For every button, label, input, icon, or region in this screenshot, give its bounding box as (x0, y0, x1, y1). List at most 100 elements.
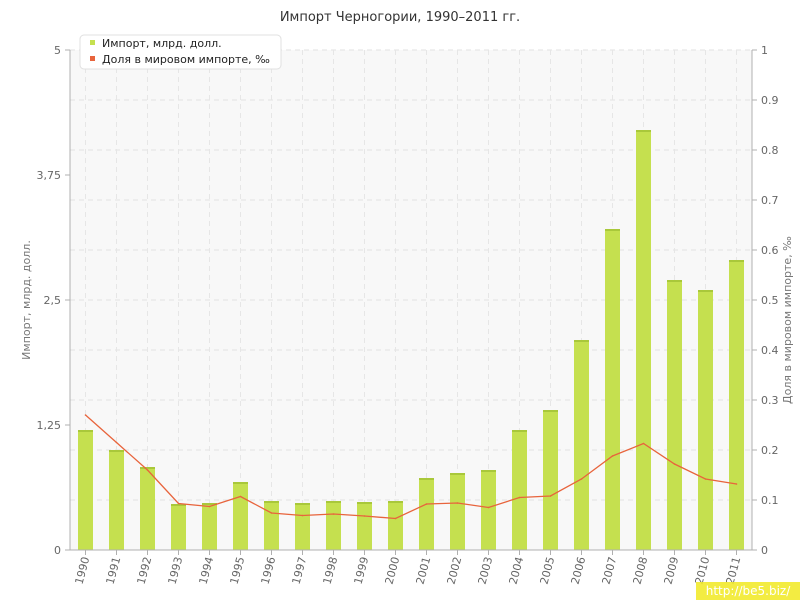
line-point (270, 512, 273, 514)
chart-title: Импорт Черногории, 1990–2011 гг. (279, 10, 521, 25)
legend-label-bar: Импорт, млрд. долл. (102, 37, 222, 50)
legend-swatch-bar (90, 40, 95, 45)
x-tick-label: 1996 (259, 555, 279, 585)
bar-top (698, 290, 713, 292)
bar-top (543, 410, 558, 412)
bar (419, 478, 434, 550)
right-tick-label: 0.5 (761, 294, 779, 307)
bar (78, 430, 93, 550)
line-point (363, 515, 366, 517)
line-point (735, 483, 738, 485)
line-point (549, 495, 552, 497)
line-point (673, 463, 676, 465)
right-tick-label: 0.7 (761, 194, 779, 207)
right-tick-label: 0.4 (761, 344, 779, 357)
bar (698, 290, 713, 550)
bar-top (295, 503, 310, 505)
left-tick-label: 2,5 (44, 294, 62, 307)
bar (729, 260, 744, 550)
x-tick-label: 2004 (507, 555, 527, 585)
bar (667, 280, 682, 550)
right-tick-label: 0 (761, 544, 768, 557)
left-tick-label: 5 (54, 44, 61, 57)
legend-label-line: Доля в мировом импорте, ‰ (102, 53, 270, 66)
bar (636, 130, 651, 550)
bar (357, 502, 372, 550)
bar-top (574, 340, 589, 342)
bar (202, 503, 217, 550)
left-tick-label: 1,25 (37, 419, 62, 432)
x-tick-label: 2007 (600, 555, 620, 585)
watermark[interactable]: http://be5.biz/ (696, 582, 800, 600)
bar-top (481, 470, 496, 472)
y-axis-title: Импорт, млрд. долл. (20, 240, 33, 360)
bar (264, 501, 279, 550)
line-point (84, 414, 87, 416)
bar (450, 473, 465, 550)
line-point (208, 505, 211, 508)
x-tick-label: 1998 (321, 555, 341, 585)
bar (574, 340, 589, 550)
line-point (301, 514, 304, 517)
x-tick-label: 2002 (445, 555, 465, 585)
bar (233, 482, 248, 550)
bar-top (78, 430, 93, 432)
x-tick-label: 1993 (166, 555, 186, 585)
bar-top (512, 430, 527, 432)
line-point (642, 442, 645, 445)
x-tick-label: 1994 (197, 555, 217, 585)
right-tick-label: 1 (761, 44, 768, 57)
bar-top (233, 482, 248, 484)
bar-top (419, 478, 434, 480)
line-point (394, 517, 397, 520)
bar-top (171, 504, 186, 506)
x-tick-label: 1995 (228, 555, 248, 585)
right-tick-label: 0.1 (761, 494, 779, 507)
x-tick-label: 2006 (569, 555, 589, 585)
right-tick-label: 0.8 (761, 144, 779, 157)
bar (605, 229, 620, 550)
line-point (332, 513, 335, 515)
line-point (425, 503, 428, 505)
y2-axis-title: Доля в мировом импорте, ‰ (781, 236, 794, 404)
right-tick-label: 0.6 (761, 244, 779, 257)
x-tick-label: 1992 (135, 555, 155, 585)
bar-top (605, 229, 620, 231)
x-tick-label: 2001 (414, 555, 434, 585)
x-tick-label: 1990 (73, 555, 93, 585)
left-tick-label: 3,75 (37, 169, 62, 182)
bar-top (357, 502, 372, 504)
legend-swatch-line (90, 56, 95, 61)
bar-top (388, 501, 403, 503)
right-tick-label: 0.9 (761, 94, 779, 107)
right-tick-label: 0.3 (761, 394, 779, 407)
line-point (611, 455, 614, 457)
line-point (487, 506, 490, 509)
x-tick-label: 1991 (104, 555, 124, 585)
x-tick-label: 2009 (662, 555, 682, 585)
line-series (85, 414, 737, 520)
right-tick-label: 0.2 (761, 444, 779, 457)
line-point (518, 496, 521, 499)
line-point (177, 502, 180, 505)
line-point (704, 478, 707, 480)
bar (140, 467, 155, 550)
legend-box (79, 34, 282, 70)
x-tick-label: 2008 (631, 555, 651, 585)
bar-top (667, 280, 682, 282)
x-tick-label: 2005 (538, 555, 558, 585)
left-tick-label: 0 (54, 544, 61, 557)
bar (481, 470, 496, 550)
bar-top (450, 473, 465, 475)
bar (326, 501, 341, 550)
line-point (146, 469, 149, 471)
bar-top (264, 501, 279, 503)
bar (512, 430, 527, 550)
x-tick-label: 1999 (352, 555, 372, 585)
bar-top (140, 467, 155, 469)
bar (295, 503, 310, 550)
bar-top (109, 450, 124, 452)
line-point (115, 441, 118, 444)
